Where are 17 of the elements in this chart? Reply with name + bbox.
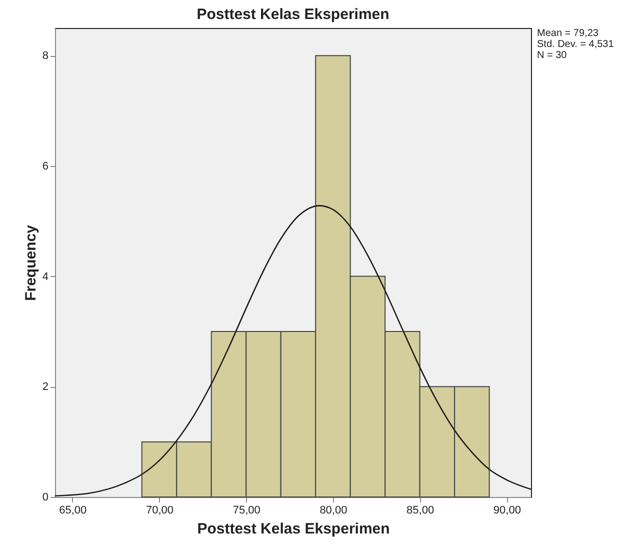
x-tick-label: 85,00	[406, 504, 434, 516]
x-tick-label: 75,00	[232, 504, 260, 516]
y-tick-label: 2	[42, 381, 48, 394]
x-tick-label: 65,00	[59, 504, 87, 516]
text: N = 30	[537, 50, 568, 61]
y-tick-label: 4	[42, 270, 48, 283]
y-axis-title: Frequency	[22, 224, 40, 301]
x-tick-label: 90,00	[493, 504, 521, 516]
x-axis-title: Posttest Kelas Eksperimen	[197, 520, 390, 538]
x-tick-label: 70,00	[146, 504, 174, 516]
y-tick-label: 8	[42, 50, 48, 62]
text: Mean = 79,23	[537, 28, 599, 39]
y-tick-label: 0	[42, 492, 48, 504]
chart-title: Posttest Kelas Eksperimen	[196, 6, 390, 23]
y-tick-label: 6	[42, 160, 48, 172]
x-tick-label: 80,00	[320, 504, 348, 516]
text: Std. Dev. = 4,531	[537, 39, 614, 50]
